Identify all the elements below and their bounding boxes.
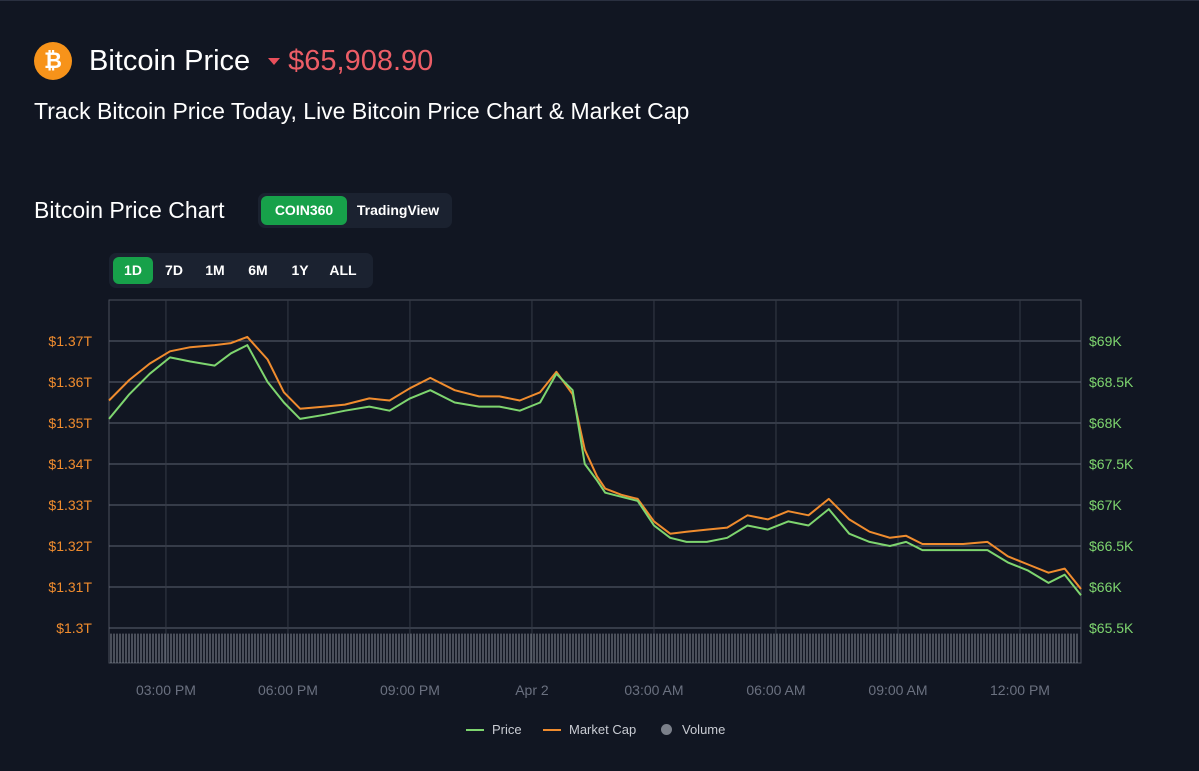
- chart-section-title: Bitcoin Price Chart: [34, 197, 225, 223]
- top-divider: [0, 0, 1199, 1]
- range-1y-button[interactable]: 1Y: [291, 262, 309, 278]
- page-title: Bitcoin Price: [89, 44, 251, 77]
- y-left-tick-label: $1.37T: [48, 333, 92, 349]
- legend-volume[interactable]: Volume: [661, 722, 725, 737]
- source-tradingview-button[interactable]: TradingView: [356, 202, 440, 218]
- x-tick-label: 09:00 PM: [380, 682, 440, 698]
- legend-market-cap-label: Market Cap: [569, 722, 637, 737]
- legend-price[interactable]: Price: [466, 722, 522, 737]
- x-tick-label: 06:00 PM: [258, 682, 318, 698]
- range-6m-button[interactable]: 6M: [248, 262, 268, 278]
- y-right-tick-label: $67.5K: [1089, 456, 1134, 472]
- legend-price-swatch: [466, 728, 484, 731]
- legend-market-cap[interactable]: Market Cap: [543, 722, 636, 737]
- y-left-tick-label: $1.31T: [48, 579, 92, 595]
- price-chart[interactable]: $1.3T $1.31T $1.32T $1.33T $1.34T $1.35T $1.36…: [0, 290, 1199, 710]
- legend-price-label: Price: [492, 722, 522, 737]
- x-tick-label: 03:00 PM: [136, 682, 196, 698]
- range-all-button[interactable]: ALL: [329, 262, 357, 278]
- y-right-tick-label: $68K: [1089, 415, 1122, 431]
- plot-frame: [108, 299, 1082, 664]
- y-right-tick-label: $66.5K: [1089, 538, 1134, 554]
- legend-market-cap-swatch: [543, 728, 561, 731]
- range-7d-button[interactable]: 7D: [165, 262, 183, 278]
- price-line: [108, 344, 1082, 596]
- range-1m-button[interactable]: 1M: [205, 262, 225, 278]
- current-price: $65,908.90: [288, 44, 434, 77]
- y-left-tick-label: $1.3T: [56, 620, 92, 636]
- y-right-tick-label: $65.5K: [1089, 620, 1134, 636]
- price-down-icon: [268, 57, 281, 65]
- range-1d-button[interactable]: 1D: [113, 257, 153, 284]
- source-coin360-button[interactable]: COIN360: [261, 196, 347, 225]
- chart-source-toggle: COIN360 TradingView: [258, 193, 452, 228]
- y-right-tick-label: $69K: [1089, 333, 1122, 349]
- y-right-tick-label: $66K: [1089, 579, 1122, 595]
- bitcoin-glyph: ₿: [44, 48, 62, 73]
- legend-volume-swatch: [661, 724, 672, 735]
- chart-legend: Price Market Cap Volume: [0, 722, 1199, 740]
- bitcoin-logo-icon: ₿: [34, 42, 72, 80]
- x-tick-label: 09:00 AM: [868, 682, 927, 698]
- legend-volume-label: Volume: [682, 722, 726, 737]
- y-left-tick-label: $1.32T: [48, 538, 92, 554]
- time-range-selector: 1D 7D 1M 6M 1Y ALL: [109, 253, 373, 288]
- y-left-tick-label: $1.34T: [48, 456, 92, 472]
- x-tick-label: 12:00 PM: [990, 682, 1050, 698]
- market-cap-line: [108, 335, 1082, 590]
- x-tick-label: 06:00 AM: [746, 682, 805, 698]
- page-subtitle: Track Bitcoin Price Today, Live Bitcoin …: [34, 98, 690, 124]
- y-left-tick-label: $1.36T: [48, 374, 92, 390]
- page-header: ₿ Bitcoin Price $65,908.90: [34, 40, 433, 82]
- y-right-tick-label: $67K: [1089, 497, 1122, 513]
- y-left-tick-label: $1.33T: [48, 497, 92, 513]
- x-tick-label: Apr 2: [515, 682, 549, 698]
- y-right-tick-label: $68.5K: [1089, 374, 1134, 390]
- x-tick-label: 03:00 AM: [624, 682, 683, 698]
- y-left-tick-label: $1.35T: [48, 415, 92, 431]
